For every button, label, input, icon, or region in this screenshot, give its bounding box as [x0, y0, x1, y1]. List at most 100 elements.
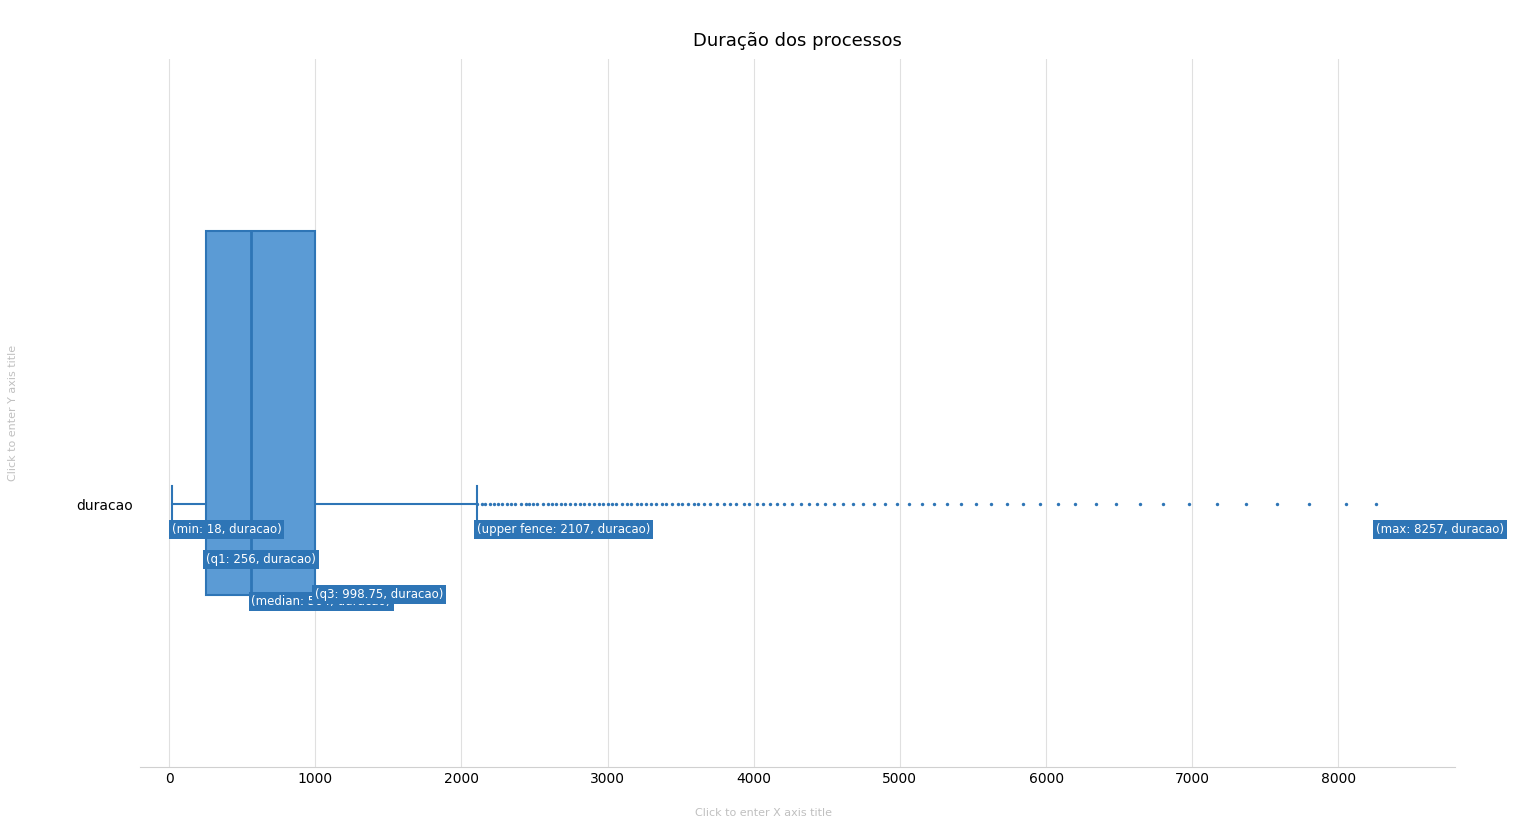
Point [1011, 498, 1035, 511]
Point [660, 498, 684, 511]
Point [495, 498, 519, 511]
Point [731, 498, 756, 511]
Point [805, 498, 829, 511]
Point [629, 498, 654, 511]
Point [994, 498, 1019, 511]
Point [481, 498, 505, 511]
Point [935, 498, 959, 511]
Point [478, 498, 502, 511]
Point [686, 498, 710, 511]
Text: Click to enter X axis title: Click to enter X axis title [695, 808, 832, 818]
Point [576, 498, 600, 511]
Point [712, 498, 736, 511]
Point [1063, 498, 1087, 511]
Point [544, 498, 568, 511]
Point [464, 498, 489, 511]
Point [884, 498, 909, 511]
Point [765, 498, 789, 511]
FancyBboxPatch shape [206, 231, 315, 596]
Point [625, 498, 649, 511]
Point [831, 498, 855, 511]
Point [896, 498, 921, 511]
Text: (min: 18, duracao): (min: 18, duracao) [171, 523, 281, 535]
Point [531, 498, 556, 511]
Point [1151, 498, 1176, 511]
Point [1177, 498, 1202, 511]
Point [634, 498, 658, 511]
Point [605, 498, 629, 511]
Title: Duração dos processos: Duração dos processos [693, 31, 902, 50]
Point [490, 498, 515, 511]
Point [499, 498, 524, 511]
Point [692, 498, 716, 511]
Point [649, 498, 673, 511]
Point [1046, 498, 1070, 511]
Point [910, 498, 935, 511]
Point [950, 498, 974, 511]
Point [600, 498, 625, 511]
Point [861, 498, 886, 511]
Point [738, 498, 762, 511]
Point [705, 498, 730, 511]
Point [1364, 498, 1388, 511]
Point [676, 498, 701, 511]
Point [539, 498, 563, 511]
Text: (q1: 256, duracao): (q1: 256, duracao) [206, 553, 316, 566]
Text: (upper fence: 2107, duracao): (upper fence: 2107, duracao) [476, 523, 651, 535]
Point [609, 498, 634, 511]
Point [1234, 498, 1258, 511]
Point [504, 498, 528, 511]
Point [563, 498, 588, 511]
Point [1084, 498, 1109, 511]
Point [841, 498, 866, 511]
Text: (median: 564, duracao): (median: 564, duracao) [252, 596, 391, 609]
Point [516, 498, 541, 511]
Point [670, 498, 695, 511]
Point [508, 498, 533, 511]
Point [640, 498, 664, 511]
Point [797, 498, 822, 511]
Point [553, 498, 577, 511]
Point [573, 498, 597, 511]
Point [1296, 498, 1321, 511]
Point [1205, 498, 1229, 511]
Point [698, 498, 722, 511]
Point [586, 498, 611, 511]
Text: (q3: 998.75, duracao): (q3: 998.75, duracao) [315, 588, 443, 601]
Point [525, 498, 550, 511]
Point [745, 498, 770, 511]
Point [470, 498, 495, 511]
Point [757, 498, 782, 511]
Point [568, 498, 592, 511]
Point [779, 498, 803, 511]
Point [643, 498, 667, 511]
Point [979, 498, 1003, 511]
Point [596, 498, 620, 511]
Text: (max: 8257, duracao): (max: 8257, duracao) [1376, 523, 1504, 535]
Point [1264, 498, 1289, 511]
Point [964, 498, 988, 511]
Point [1104, 498, 1128, 511]
Point [557, 498, 582, 511]
Point [582, 498, 606, 511]
Point [921, 498, 945, 511]
Point [548, 498, 573, 511]
Point [536, 498, 560, 511]
Point [750, 498, 774, 511]
Point [618, 498, 643, 511]
Point [873, 498, 898, 511]
Point [654, 498, 678, 511]
Point [788, 498, 812, 511]
Point [486, 498, 510, 511]
Text: Click to enter Y axis title: Click to enter Y axis title [8, 345, 18, 481]
Point [724, 498, 748, 511]
Point [1333, 498, 1358, 511]
Point [1028, 498, 1052, 511]
Point [614, 498, 638, 511]
Point [521, 498, 545, 511]
Point [666, 498, 690, 511]
Point [773, 498, 797, 511]
Point [718, 498, 742, 511]
Point [822, 498, 846, 511]
Point [681, 498, 705, 511]
